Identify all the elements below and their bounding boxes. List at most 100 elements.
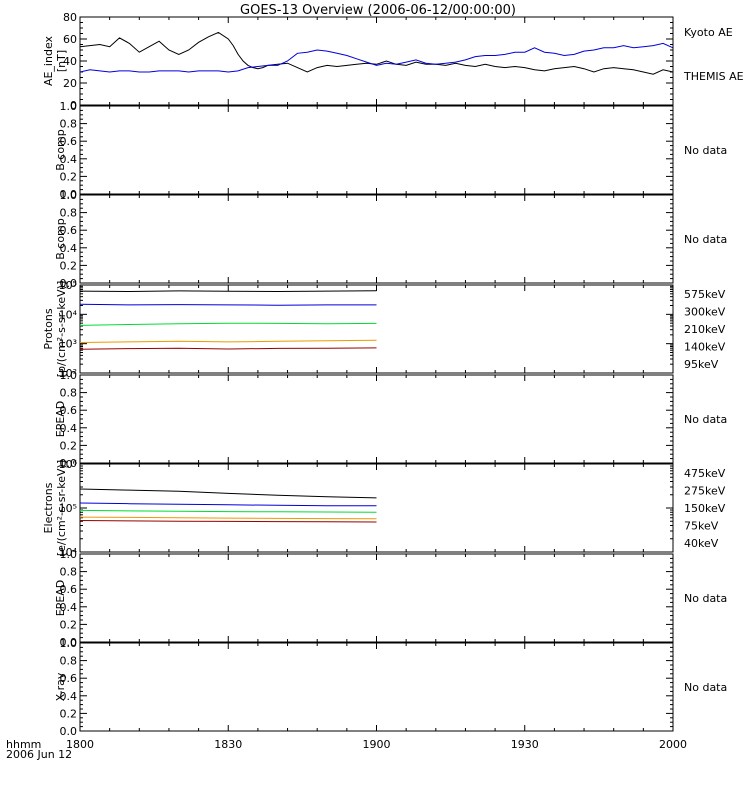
time-tick-label: 1900 (363, 738, 391, 751)
panel-frame (79, 105, 674, 195)
legend-entry: 95keV (684, 358, 719, 371)
panel-frame (79, 284, 674, 374)
panel-frame (79, 374, 674, 464)
time-tick-label: 1830 (214, 738, 242, 751)
panel-6: 10⁴ 10⁵ 10⁶ Electrons [e/(cm²-s-sr-keV)] 475k… (42, 458, 726, 559)
y-tick-label: 0.2 (60, 707, 78, 720)
y-axis-label: [e/(cm²-s-sr-keV)] (55, 460, 68, 556)
y-axis-label: B comp (54, 218, 67, 260)
y-tick-label: 0.0 (60, 188, 78, 201)
y-axis-label: Electrons (42, 482, 55, 533)
panel-1: 0 20 40 60 80 AE_index [nT] Kyoto AE THEMIS AE (42, 11, 744, 112)
y-axis-label: X-ray (54, 672, 67, 701)
y-tick-label: 1.0 (60, 100, 78, 113)
y-tick-label: 0.6 (60, 672, 78, 685)
y-tick-label: 10⁵ (59, 279, 77, 292)
y-tick-label: 60 (63, 33, 77, 46)
panel-4: 10² 10³ 10⁴ 10⁵ Protons [p/(cm²-s-sr-keV)] 575… (42, 279, 726, 380)
panel-frame (79, 553, 674, 643)
time-tick-label: 1800 (66, 738, 94, 751)
y-tick-label: 0.8 (60, 207, 78, 220)
panel-frame (79, 194, 674, 284)
panel-5: 0.0 0.2 0.4 0.6 0.8 1.0 EPEAD No data (54, 369, 727, 470)
y-tick-label: 0.4 (60, 690, 78, 703)
y-tick-label: 0.4 (60, 242, 78, 255)
time-axis-label-hhmm: hhmm (6, 738, 41, 751)
y-tick-label: 0.6 (60, 404, 78, 417)
y-axis-label: [nT] (55, 50, 68, 72)
time-tick-label: 2000 (659, 738, 687, 751)
legend-entry: 475keV (684, 467, 726, 480)
panel-frame (79, 642, 674, 732)
series-275kev (79, 516, 377, 520)
y-tick-label: 0.2 (60, 618, 78, 631)
y-tick-label: 20 (63, 77, 77, 90)
y-axis-label: B comp (54, 129, 67, 171)
series-150kev (79, 509, 377, 513)
legend-entry: 140keV (684, 341, 726, 354)
panels: 0 20 40 60 80 AE_index [nT] Kyoto AE THEMIS AE 0.… (42, 11, 744, 738)
y-tick-label: 0.6 (60, 224, 78, 237)
y-tick-label: 10⁴ (59, 308, 78, 321)
no-data-note: No data (684, 144, 727, 157)
y-tick-label: 0.6 (60, 135, 78, 148)
y-tick-label: 0.2 (60, 259, 78, 272)
series-75kev (79, 502, 377, 507)
series-140kev (79, 303, 377, 306)
series-575kev (79, 347, 377, 350)
panel-frame (79, 16, 674, 106)
time-tick-label: 1930 (511, 738, 539, 751)
no-data-note: No data (684, 413, 727, 426)
y-tick-label: 0.8 (60, 387, 78, 400)
y-tick-label: 0.0 (60, 277, 78, 290)
y-tick-label: 0.8 (60, 566, 78, 579)
y-tick-label: 1.0 (60, 637, 78, 650)
series-210kev (79, 322, 377, 326)
y-tick-label: 10⁴ (59, 546, 78, 559)
legend-entry: 300keV (684, 306, 726, 319)
series-95kev (79, 290, 377, 293)
y-tick-label: 1.0 (60, 548, 78, 561)
y-tick-label: 0.0 (60, 725, 78, 738)
y-tick-label: 0 (70, 99, 77, 112)
no-data-note: No data (684, 592, 727, 605)
panel-3: 0.0 0.2 0.4 0.6 0.8 1.0 B comp No data (54, 189, 727, 290)
series-300kev (79, 339, 377, 343)
y-tick-label: 0.4 (60, 422, 78, 435)
legend-entry: 575keV (684, 288, 726, 301)
y-tick-label: 10³ (59, 338, 77, 351)
series-40kev (79, 488, 377, 499)
legend-entry: 210keV (684, 323, 726, 336)
legend-entry: THEMIS AE (683, 70, 744, 83)
y-axis-label: Protons (42, 308, 55, 349)
y-tick-label: 0.2 (60, 439, 78, 452)
y-axis-label: EPEAD (54, 401, 67, 438)
y-tick-label: 10² (59, 367, 77, 380)
panel-7: 0.0 0.2 0.4 0.6 0.8 1.0 EPEAD No data (54, 548, 727, 649)
y-tick-label: 10⁶ (59, 458, 78, 471)
series-themis-ae (79, 42, 674, 73)
legend-entry: Kyoto AE (684, 26, 733, 39)
y-tick-label: 40 (63, 55, 77, 68)
figure-title: GOES-13 Overview (2006-06-12/00:00:00) (240, 3, 516, 18)
y-tick-label: 10⁵ (59, 502, 77, 515)
series-475kev (79, 520, 377, 523)
y-tick-label: 0.6 (60, 583, 78, 596)
series-kyoto-ae (79, 31, 674, 75)
y-tick-label: 0.2 (60, 170, 78, 183)
y-tick-label: 0.0 (60, 636, 78, 649)
no-data-note: No data (684, 233, 727, 246)
y-axis-label: EPEAD (54, 580, 67, 617)
y-tick-label: 0.0 (60, 457, 78, 470)
legend-entry: 40keV (684, 537, 719, 550)
y-tick-label: 0.8 (60, 118, 78, 131)
y-tick-label: 0.4 (60, 153, 78, 166)
y-tick-label: 0.8 (60, 655, 78, 668)
y-tick-label: 1.0 (60, 369, 78, 382)
y-axis-label: [p/(cm²-s-sr-keV)] (55, 281, 68, 378)
y-tick-label: 80 (63, 11, 77, 24)
y-axis-label: AE_index (42, 35, 55, 86)
panel-frame (79, 463, 674, 553)
panel-8: 0.0 0.2 0.4 0.6 0.8 1.0 X-ray No data (54, 637, 727, 738)
